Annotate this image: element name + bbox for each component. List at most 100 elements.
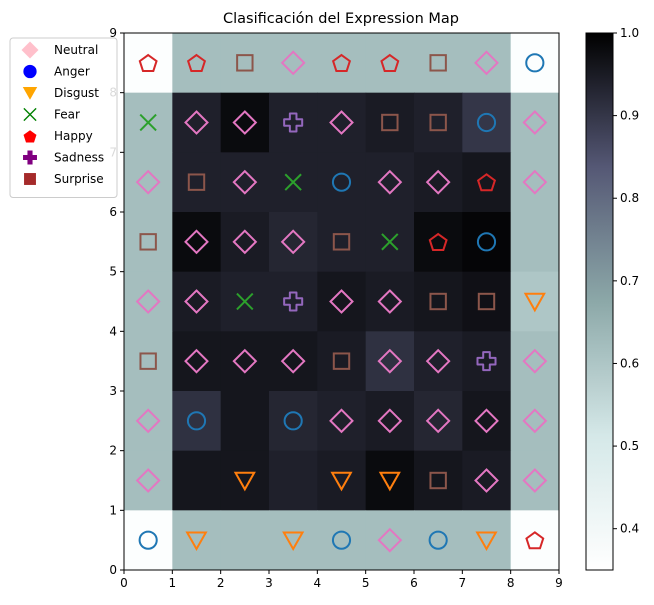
y-tick-label: 0 bbox=[109, 563, 117, 577]
heat-cell-r7-c6 bbox=[414, 450, 463, 511]
heat-cell-r3-c4 bbox=[317, 212, 367, 273]
heat-cell-r0-c1 bbox=[172, 33, 222, 94]
legend-label-surprise: Surprise bbox=[54, 172, 104, 186]
marker-anger-r8-c6 bbox=[428, 530, 448, 550]
y-tick-label: 3 bbox=[109, 384, 117, 398]
marker-disgust-r8-c3 bbox=[282, 531, 305, 551]
marker-happy-r3-c6 bbox=[428, 232, 448, 251]
heat-cell-r4-c8 bbox=[510, 271, 560, 332]
legend-marker-happy bbox=[23, 130, 37, 143]
marker-neutral-r7-c0 bbox=[135, 468, 161, 493]
heat-cell-r6-c1 bbox=[172, 391, 222, 452]
heat-cell-r4-c6 bbox=[414, 271, 463, 332]
heat-cell-r3-c3 bbox=[269, 212, 318, 273]
heat-cell-r5-c7 bbox=[462, 331, 512, 392]
marker-neutral-r0-c3 bbox=[280, 50, 306, 76]
marker-anger-r1-c7 bbox=[476, 112, 497, 133]
heat-cell-r0-c7 bbox=[462, 33, 512, 94]
x-tick-label: 7 bbox=[459, 576, 467, 590]
heat-cell-r8-c4 bbox=[317, 510, 367, 571]
heat-cell-r8-c7 bbox=[462, 510, 512, 571]
heat-cell-r8-c3 bbox=[269, 510, 318, 571]
cell-markers bbox=[135, 50, 548, 553]
legend-label-anger: Anger bbox=[54, 65, 90, 79]
heat-cell-r1-c5 bbox=[365, 92, 415, 153]
marker-happy-r2-c7 bbox=[476, 173, 497, 192]
marker-neutral-r2-c2 bbox=[232, 169, 258, 195]
colorbar-tick-label: 0.7 bbox=[620, 274, 639, 288]
x-tick-label: 1 bbox=[169, 576, 177, 590]
heat-cell-r6-c0 bbox=[124, 391, 173, 452]
marker-neutral-r6-c8 bbox=[522, 408, 548, 434]
heat-cell-r5-c1 bbox=[172, 331, 222, 392]
marker-fear-r3-c5 bbox=[381, 233, 399, 251]
heat-cell-r7-c4 bbox=[317, 450, 367, 511]
heat-cell-r8-c8 bbox=[510, 510, 560, 571]
heat-cell-r1-c7 bbox=[462, 92, 512, 153]
marker-neutral-r2-c5 bbox=[377, 169, 403, 195]
heat-cell-r5-c8 bbox=[510, 331, 560, 392]
marker-surprise-r3-c4 bbox=[332, 233, 351, 251]
marker-fear-r2-c3 bbox=[284, 173, 302, 191]
heat-cell-r7-c8 bbox=[510, 450, 560, 511]
colorbar-tick-label: 0.9 bbox=[620, 109, 639, 123]
marker-neutral-r3-c3 bbox=[280, 229, 306, 255]
heat-cell-r0-c5 bbox=[365, 33, 415, 94]
marker-neutral-r6-c6 bbox=[425, 408, 451, 434]
legend-label-happy: Happy bbox=[54, 129, 93, 143]
heat-cell-r8-c0 bbox=[124, 510, 173, 571]
marker-happy-r0-c0 bbox=[138, 53, 158, 72]
marker-neutral-r0-c7 bbox=[474, 50, 499, 76]
marker-happy-r0-c1 bbox=[186, 53, 207, 72]
heat-cell-r2-c1 bbox=[172, 152, 222, 213]
marker-disgust-r7-c5 bbox=[378, 471, 401, 492]
x-tick-label: 3 bbox=[265, 576, 273, 590]
x-tick-label: 6 bbox=[410, 576, 418, 590]
marker-happy-r0-c4 bbox=[331, 53, 352, 72]
marker-disgust-r7-c2 bbox=[233, 471, 256, 492]
heat-cell-r1-c8 bbox=[510, 92, 560, 153]
heat-cell-r1-c4 bbox=[317, 92, 367, 153]
marker-surprise-r5-c4 bbox=[332, 352, 351, 370]
marker-neutral-r1-c2 bbox=[232, 110, 258, 135]
marker-disgust-r7-c4 bbox=[330, 471, 353, 492]
heat-cell-r2-c7 bbox=[462, 152, 512, 213]
y-tick-label: 2 bbox=[109, 444, 117, 458]
marker-neutral-r5-c5 bbox=[377, 348, 403, 374]
heat-cell-r5-c0 bbox=[124, 331, 173, 392]
heat-cell-r6-c7 bbox=[462, 391, 512, 452]
heat-cell-r5-c4 bbox=[317, 331, 367, 392]
y-tick-label: 9 bbox=[109, 26, 117, 40]
heat-cell-r4-c7 bbox=[462, 271, 512, 332]
marker-neutral-r5-c8 bbox=[522, 348, 548, 374]
heat-cell-r5-c6 bbox=[414, 331, 463, 392]
legend-label-neutral: Neutral bbox=[54, 43, 98, 57]
marker-surprise-r0-c2 bbox=[236, 54, 254, 72]
marker-anger-r0-c8 bbox=[525, 53, 545, 73]
heat-cell-r0-c3 bbox=[269, 33, 318, 94]
marker-anger-r8-c0 bbox=[138, 530, 158, 550]
colorbar-tick-label: 1.0 bbox=[620, 26, 639, 40]
legend-label-fear: Fear bbox=[54, 108, 80, 122]
marker-sadness-r5-c7 bbox=[476, 351, 497, 372]
marker-surprise-r3-c0 bbox=[139, 233, 157, 251]
x-tick-label: 8 bbox=[507, 576, 515, 590]
legend-marker-fear bbox=[23, 107, 37, 122]
colorbar-tick-label: 0.8 bbox=[620, 191, 639, 205]
heat-cell-r4-c1 bbox=[172, 271, 222, 332]
heat-cell-r2-c4 bbox=[317, 152, 367, 213]
marker-disgust-r8-c7 bbox=[475, 531, 498, 551]
marker-surprise-r1-c6 bbox=[429, 113, 447, 132]
heat-cell-r7-c3 bbox=[269, 450, 318, 511]
heat-cell-r2-c5 bbox=[365, 152, 415, 213]
marker-anger-r6-c1 bbox=[186, 411, 207, 431]
marker-neutral-r1-c1 bbox=[184, 110, 209, 135]
marker-surprise-r7-c6 bbox=[429, 471, 447, 490]
heat-cell-r4-c0 bbox=[124, 271, 173, 332]
marker-anger-r2-c4 bbox=[331, 172, 352, 192]
marker-neutral-r2-c8 bbox=[522, 169, 548, 195]
heat-cell-r1-c2 bbox=[220, 92, 270, 153]
heat-cell-r2-c8 bbox=[510, 152, 560, 213]
heat-cell-r1-c1 bbox=[172, 92, 222, 153]
